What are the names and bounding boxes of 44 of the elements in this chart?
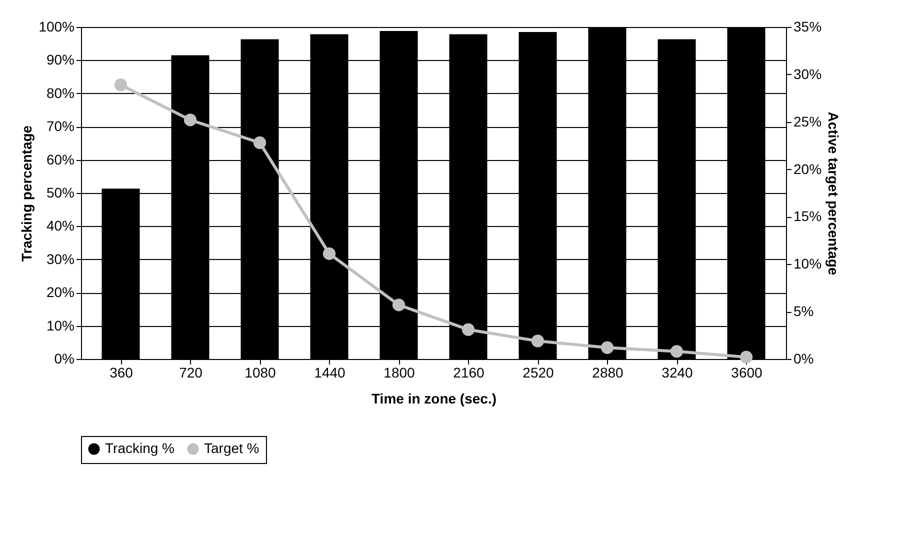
y-tick-label: 30%	[46, 250, 74, 267]
y-tick-label: 100%	[38, 18, 74, 34]
legend-label: Tracking %	[105, 440, 175, 456]
y-tick-label: 90%	[46, 52, 74, 68]
y-axis-title: Tracking percentage	[18, 125, 35, 262]
y-tick-label: 10%	[46, 317, 74, 334]
x-tick-label: 2880	[592, 364, 624, 380]
y-tick-label: 70%	[46, 118, 74, 134]
x-tick-label: 2520	[522, 364, 554, 380]
x-tick-label: 2160	[453, 364, 485, 380]
point	[184, 114, 197, 126]
y-tick-label: 80%	[46, 84, 74, 101]
y2-tick-label: 25%	[794, 113, 822, 130]
legend-label: Target %	[204, 440, 260, 456]
y2-tick-label: 35%	[794, 18, 822, 34]
y-tick-label: 40%	[46, 218, 74, 234]
x-tick-label: 1440	[314, 364, 346, 380]
x-tick-label: 1080	[244, 364, 276, 380]
y-tick-label: 50%	[46, 184, 74, 200]
y-tick-label: 60%	[46, 151, 74, 168]
point	[670, 345, 684, 358]
x-tick-label: 3600	[731, 364, 763, 380]
x-tick-label: 720	[179, 364, 203, 380]
point	[740, 350, 753, 364]
point	[392, 298, 406, 312]
x-axis-title: Time in zone (sec.)	[372, 390, 496, 406]
y2-axis-title: Active target percentage	[826, 112, 842, 276]
point	[322, 247, 336, 260]
x-tick-label: 360	[110, 364, 134, 380]
point	[531, 334, 544, 348]
x-tick-label: 3240	[662, 364, 694, 380]
point	[114, 78, 128, 92]
y2-tick-label: 15%	[794, 208, 822, 224]
point	[600, 341, 614, 354]
x-tick-label: 1800	[384, 364, 416, 380]
y-tick-label: 0%	[54, 350, 74, 366]
y-tick-label: 20%	[46, 284, 74, 300]
y2-tick-label: 20%	[794, 160, 822, 177]
point	[462, 323, 475, 336]
y2-tick-label: 30%	[794, 66, 822, 82]
y2-tick-label: 0%	[794, 350, 814, 366]
point	[253, 136, 266, 150]
y2-tick-label: 5%	[794, 303, 814, 320]
y2-tick-label: 10%	[794, 256, 822, 272]
